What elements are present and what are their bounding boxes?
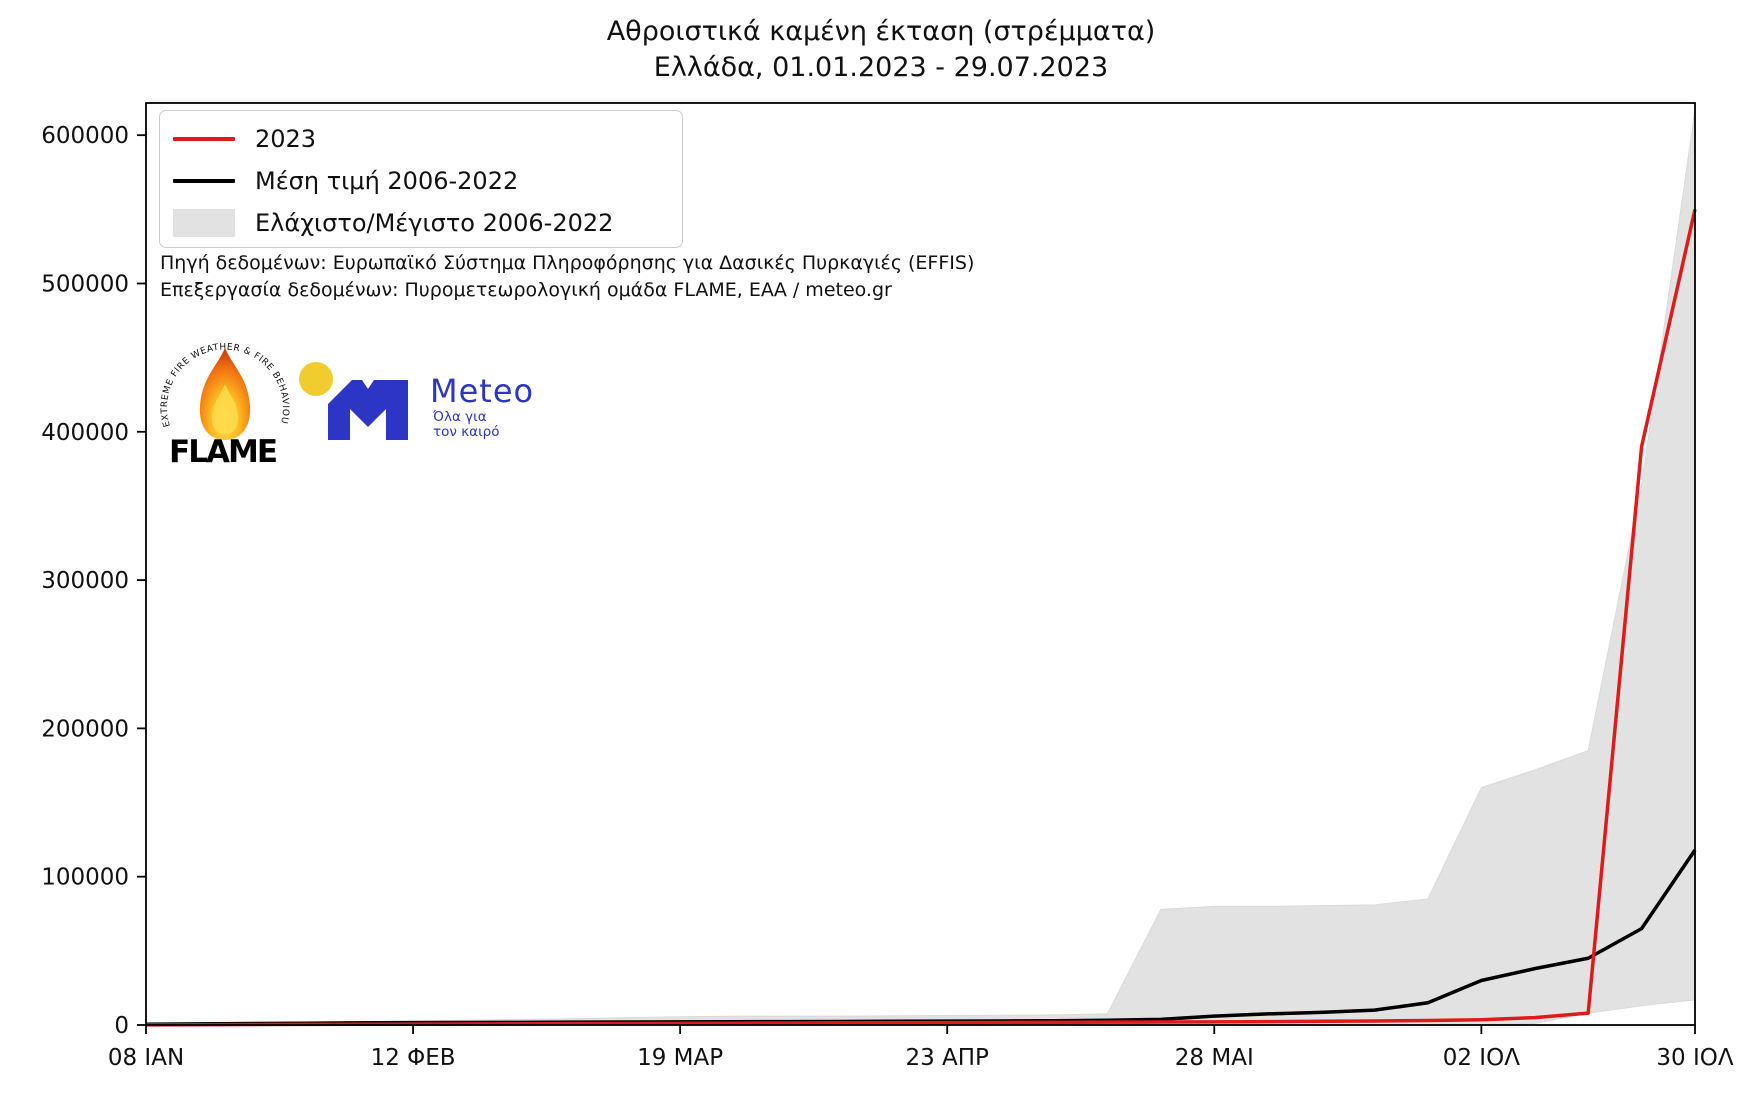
chart-subtitle: Ελλάδα, 01.01.2023 - 29.07.2023 [653,52,1109,83]
meteo-tagline-line2: τον καιρό [433,424,499,440]
y-tick-label: 400000 [41,420,129,446]
data-source-text: Πηγή δεδομένων: Ευρωπαϊκό Σύστημα Πληροφ… [160,252,975,274]
data-processing-text: Επεξεργασία δεδομένων: Πυρομετεωρολογική… [160,279,892,301]
flame-logo: EXTREME FIRE WEATHER & FIRE BEHAVIOUR FL… [150,322,289,470]
legend-label-mean: Μέση τιμή 2006-2022 [255,167,519,195]
y-tick-label: 200000 [41,716,129,742]
x-tick-label: 19 ΜΑΡ [637,1045,723,1071]
y-tick-label: 0 [114,1013,129,1039]
chart-title: Αθροιστικά καμένη έκταση (στρέμματα) [606,16,1156,47]
legend-label-minmax: Ελάχιστο/Μέγιστο 2006-2022 [255,209,614,237]
legend-patch-sample-minmax [173,209,235,237]
legend-item-2023: 2023 [173,118,682,160]
meteo-tagline-line1: Όλα για [432,409,487,425]
x-tick-label: 28 ΜΑΙ [1175,1045,1254,1071]
x-tick-label: 02 ΙΟΛ [1443,1045,1520,1071]
y-tick-label: 500000 [41,271,129,297]
flame-logo-wordmark: FLAME [169,434,281,470]
x-tick-label: 30 ΙΟΛ [1656,1045,1733,1071]
meteo-sun-icon [299,362,333,396]
legend-item-minmax: Ελάχιστο/Μέγιστο 2006-2022 [173,202,682,244]
y-tick-label: 300000 [41,568,129,594]
meteo-m-icon [328,380,408,440]
legend: 2023 Μέση τιμή 2006-2022 Ελάχιστο/Μέγιστ… [159,110,683,248]
axis-frame [145,102,1696,1026]
x-tick-label: 08 ΙΑΝ [108,1045,184,1071]
y-tick-label: 600000 [41,123,129,149]
logos: EXTREME FIRE WEATHER & FIRE BEHAVIOUR FL… [150,322,534,470]
legend-item-mean: Μέση τιμή 2006-2022 [173,160,682,202]
flame-inner-icon [211,384,239,434]
meteo-wordmark: Meteo [430,372,534,410]
x-tick-label: 12 ΦΕΒ [371,1045,456,1071]
y-tick-label: 100000 [41,865,129,891]
meteo-logo: Meteo Όλα για τον καιρό [299,362,534,440]
legend-line-sample-2023 [173,137,235,141]
legend-label-2023: 2023 [255,125,317,153]
legend-line-sample-mean [173,179,235,183]
x-tick-label: 23 ΑΠΡ [905,1045,989,1071]
